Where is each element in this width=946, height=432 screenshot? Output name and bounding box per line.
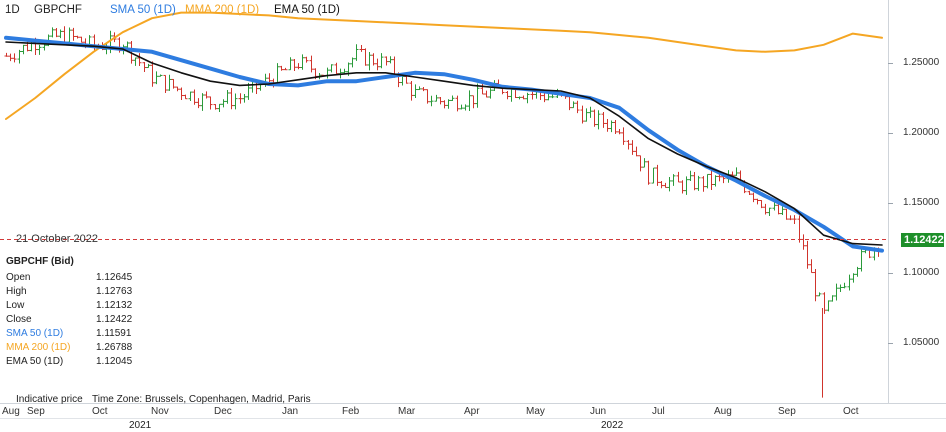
- info-close-value: 1.12422: [96, 314, 133, 325]
- legend-ema[interactable]: EMA 50 (1D): [274, 4, 340, 16]
- x-tick-label: May: [526, 406, 545, 417]
- x-tick-label: Aug: [714, 406, 732, 417]
- legend-sma[interactable]: SMA 50 (1D): [110, 4, 176, 16]
- crosshair-date: 21 October 2022: [16, 233, 98, 245]
- info-mma-label: MMA 200 (1D): [6, 342, 71, 353]
- x-tick-label: Aug: [2, 406, 20, 417]
- x-tick-label: Oct: [843, 406, 859, 417]
- info-sma-label: SMA 50 (1D): [6, 328, 64, 339]
- x-tick-label: Apr: [464, 406, 480, 417]
- mma-200-line: [5, 11, 883, 120]
- y-tick-label: 1.15000: [903, 197, 940, 208]
- timezone-note: Time Zone: Brussels, Copenhagen, Madrid,…: [92, 394, 311, 405]
- y-tick-label: 1.25000: [903, 57, 940, 68]
- y-tick-label: 1.20000: [903, 127, 940, 138]
- indicative-price-note: Indicative price: [16, 394, 83, 405]
- legend-mma[interactable]: MMA 200 (1D): [185, 4, 260, 16]
- current-price-badge: 1.12422: [901, 233, 944, 247]
- info-mma-value: 1.26788: [96, 342, 133, 353]
- interval-label[interactable]: 1D: [5, 4, 20, 16]
- info-title: GBPCHF (Bid): [6, 256, 74, 267]
- x-tick-label: Mar: [398, 406, 416, 417]
- info-ema-label: EMA 50 (1D): [6, 356, 64, 367]
- ema-50-line: [5, 41, 883, 246]
- x-tick-label: Jan: [282, 406, 299, 417]
- symbol-label[interactable]: GBPCHF: [34, 4, 82, 16]
- info-low-value: 1.12132: [96, 300, 133, 311]
- x-tick-label: Jun: [590, 406, 607, 417]
- x-tick-label: Feb: [342, 406, 360, 417]
- info-open-label: Open: [6, 272, 31, 283]
- info-low-label: Low: [6, 300, 25, 311]
- sma-50-line: [4, 35, 884, 253]
- info-open-value: 1.12645: [96, 272, 133, 283]
- x-tick-label: Nov: [151, 406, 169, 417]
- info-sma-value: 1.11591: [96, 328, 132, 339]
- year-label: 2022: [601, 420, 624, 431]
- info-ema-value: 1.12045: [96, 356, 133, 367]
- info-high-value: 1.12763: [96, 286, 133, 297]
- info-close-label: Close: [6, 314, 32, 325]
- x-tick-label: Oct: [92, 406, 108, 417]
- x-tick-label: Sep: [778, 406, 796, 417]
- x-tick-label: Jul: [652, 406, 665, 417]
- y-tick-label: 1.05000: [903, 337, 940, 348]
- x-tick-label: Sep: [27, 406, 45, 417]
- y-tick-label: 1.10000: [903, 267, 940, 278]
- year-label: 2021: [129, 420, 152, 431]
- info-high-label: High: [6, 286, 27, 297]
- x-tick-label: Dec: [214, 406, 232, 417]
